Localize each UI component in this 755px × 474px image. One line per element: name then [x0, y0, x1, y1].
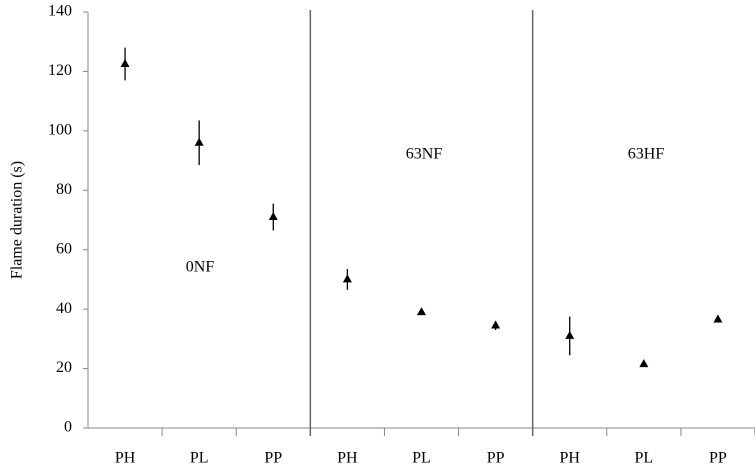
y-tick-label: 60 [56, 240, 72, 257]
y-tick-label: 140 [48, 3, 72, 20]
point-marker [120, 59, 130, 67]
y-tick-label: 20 [56, 359, 72, 376]
y-tick-label: 0 [64, 419, 72, 436]
point-marker [713, 314, 723, 323]
x-tick-label: PL [412, 450, 431, 467]
x-tick-label: PH [337, 450, 358, 467]
x-tick-label: PL [190, 450, 209, 467]
x-tick-label: PP [264, 450, 282, 467]
point-marker [194, 137, 204, 146]
y-tick-label: 80 [56, 181, 72, 198]
x-tick-label: PP [709, 450, 727, 467]
y-axis-label: Flame duration (s) [9, 161, 26, 279]
y-tick-label: 40 [56, 300, 72, 317]
point-marker [639, 359, 649, 368]
point-marker [491, 320, 501, 329]
point-marker [342, 274, 352, 283]
point-marker [565, 330, 575, 339]
x-tick-label: PL [634, 450, 653, 467]
group-label: 63HF [628, 146, 665, 163]
y-tick-label: 100 [48, 122, 72, 139]
group-label: 63NF [406, 146, 443, 163]
x-tick-label: PP [487, 450, 505, 467]
x-tick-label: PH [559, 450, 580, 467]
x-tick-label: PH [115, 450, 136, 467]
y-tick-label: 120 [48, 62, 72, 79]
point-marker [268, 212, 278, 221]
point-marker [417, 307, 426, 316]
group-label: 0NF [186, 259, 215, 276]
